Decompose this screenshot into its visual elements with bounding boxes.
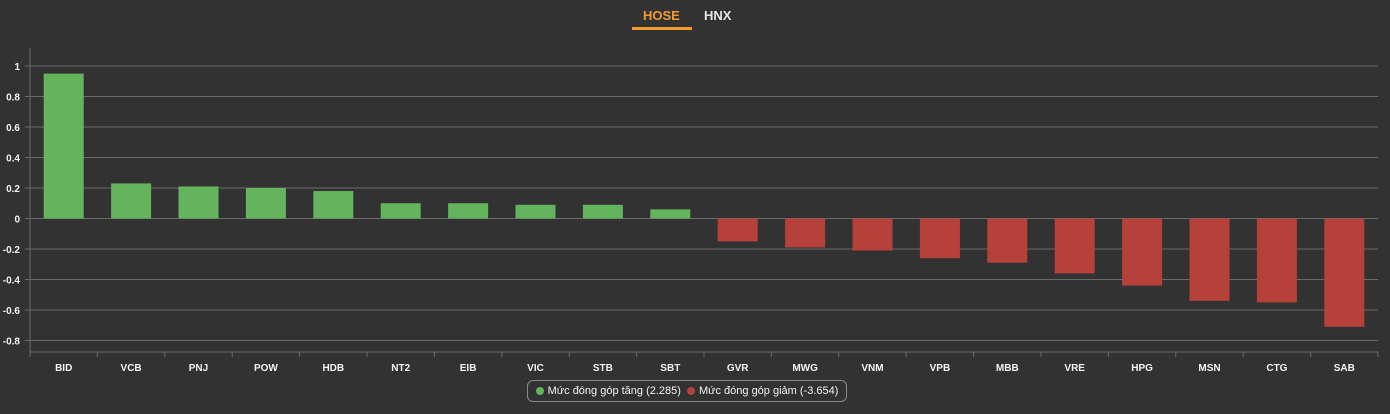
red-dot-icon [686, 387, 695, 395]
bar-gvr[interactable] [717, 218, 758, 242]
bar-ctg[interactable] [1256, 218, 1297, 303]
x-tick-label: STB [593, 363, 613, 374]
x-tick-label: VNM [861, 363, 883, 374]
bar-mbb[interactable] [987, 218, 1028, 263]
x-tick-label: PNJ [189, 363, 208, 374]
x-tick-label: MBB [996, 363, 1019, 374]
x-tick-label: VIC [527, 363, 544, 374]
bar-sab[interactable] [1324, 218, 1365, 327]
tab-hose[interactable]: HOSE [643, 8, 680, 23]
bar-sbt[interactable] [650, 209, 691, 219]
active-tab-indicator [632, 27, 692, 30]
bar-vpb[interactable] [919, 218, 960, 259]
x-tick-label: VCB [121, 363, 142, 374]
y-tick-label: -0.4 [3, 276, 21, 287]
x-tick-label: VPB [930, 363, 951, 374]
exchange-tabs: HOSE HNX [0, 0, 1390, 34]
bar-vcb[interactable] [111, 183, 152, 219]
contribution-bar-chart: 1 0.8 0.6 0.4 0.2 0 -0.2 -0.4 -0.6 -0.8 BID VCB PNJ P… [3, 48, 1379, 374]
legend-item-decrease[interactable]: Mức đóng góp giảm (-3.654) [686, 385, 839, 397]
bar-stb[interactable] [582, 204, 623, 219]
y-tick-label: 0.6 [6, 123, 20, 134]
legend-decrease-label: Mức đóng góp giảm (-3.654) [698, 385, 839, 397]
bar-vic[interactable] [515, 204, 556, 219]
bar-vre[interactable] [1054, 218, 1095, 274]
bar-msn[interactable] [1189, 218, 1230, 301]
x-tick-label: SAB [1334, 363, 1355, 374]
chart-legend: Mức đóng góp tăng (2.285) Mức đóng góp g… [527, 380, 847, 402]
bar-pnj[interactable] [178, 186, 219, 219]
x-tick-label: POW [254, 363, 278, 374]
bar-eib[interactable] [448, 203, 489, 219]
bar-nt2[interactable] [380, 203, 421, 219]
y-tick-label: -0.2 [3, 245, 21, 256]
y-tick-label: 0.4 [6, 154, 20, 165]
x-tick-label: GVR [727, 363, 749, 374]
bar-vnm[interactable] [852, 218, 893, 251]
x-tick-label: VRE [1064, 363, 1085, 374]
y-tick-label: -0.8 [3, 337, 21, 348]
y-tick-label: 1 [14, 62, 20, 73]
x-tick-label: CTG [1266, 363, 1287, 374]
legend-increase-label: Mức đóng góp tăng (2.285) [547, 385, 681, 397]
legend-item-increase[interactable]: Mức đóng góp tăng (2.285) [535, 385, 681, 397]
green-dot-icon [535, 387, 544, 395]
y-tick-label: -0.6 [3, 306, 21, 317]
x-tick-label: NT2 [391, 363, 410, 374]
x-tick-label: EIB [460, 363, 477, 374]
x-tick-label: MSN [1198, 363, 1220, 374]
x-tick-label: HDB [322, 363, 344, 374]
x-tick-label: MWG [792, 363, 818, 374]
y-tick-label: 0 [14, 215, 20, 226]
tab-hnx[interactable]: HNX [704, 8, 732, 23]
bar-pow[interactable] [245, 188, 286, 219]
bar-bid[interactable] [43, 73, 84, 219]
y-tick-label: 0.2 [6, 184, 20, 195]
x-tick-label: SBT [660, 363, 680, 374]
x-tick-label: HPG [1131, 363, 1153, 374]
bar-hdb[interactable] [313, 191, 354, 219]
x-tick-label: BID [55, 363, 72, 374]
y-tick-label: 0.8 [6, 93, 20, 104]
bar-hpg[interactable] [1122, 218, 1163, 286]
bar-mwg[interactable] [785, 218, 826, 248]
